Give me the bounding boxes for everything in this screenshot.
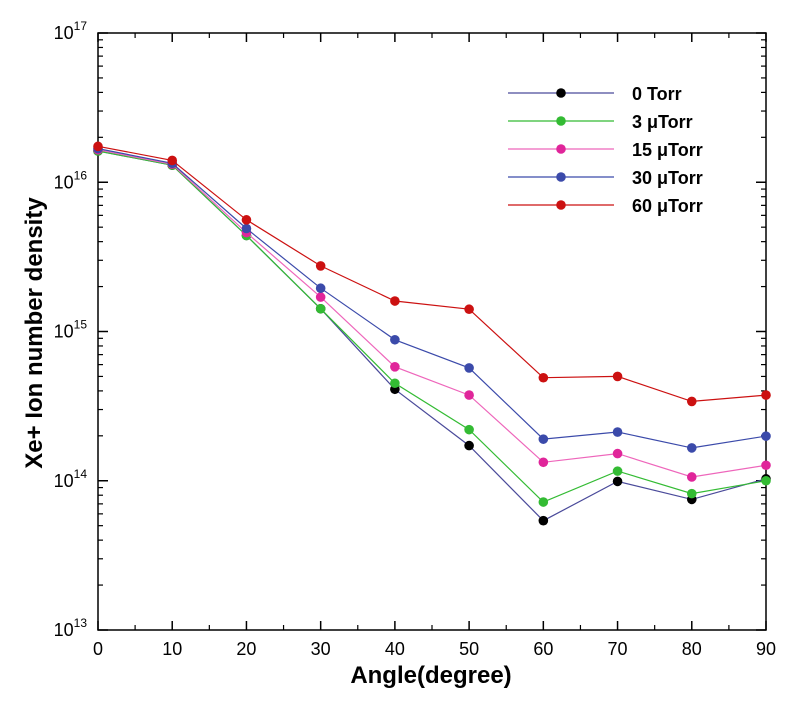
data-point: [93, 141, 103, 152]
series-line: [97, 150, 767, 503]
data-point: [315, 303, 326, 314]
data-point: [612, 466, 623, 476]
x-tick-label: 40: [385, 639, 405, 659]
data-point: [612, 427, 623, 437]
legend: 0 Torr 3 μTorr 15 μTorr 30 μTorr 60 μTorr: [508, 84, 703, 216]
data-point: [464, 440, 474, 451]
data-point: [390, 334, 400, 345]
legend-marker: [556, 144, 566, 154]
legend-item: 60 μTorr: [508, 196, 703, 216]
series-layer: [93, 141, 771, 526]
data-point: [464, 304, 474, 315]
data-point: [464, 363, 474, 373]
x-axis-title: Angle(degree): [350, 662, 511, 689]
data-point: [686, 472, 697, 482]
legend-label: 60 μTorr: [632, 196, 703, 216]
legend-marker: [556, 172, 566, 182]
data-point: [761, 431, 771, 441]
data-point: [241, 223, 252, 234]
axes: 0 10 20 30 40 50 60 70 80 90 1013 1014 1015 1016 1017: [54, 19, 776, 659]
series-4: [93, 141, 771, 407]
data-point: [612, 371, 623, 382]
legend-label: 3 μTorr: [632, 112, 693, 132]
data-point: [464, 390, 474, 400]
legend-label: 30 μTorr: [632, 168, 703, 188]
data-point: [464, 424, 474, 435]
x-tick-label: 10: [162, 639, 182, 659]
data-point: [538, 457, 549, 468]
data-point: [315, 292, 326, 302]
legend-item: 0 Torr: [508, 84, 682, 104]
data-point: [686, 396, 697, 407]
x-tick-label: 70: [608, 639, 628, 659]
legend-label: 15 μTorr: [632, 140, 703, 160]
data-point: [390, 362, 400, 372]
data-point: [315, 261, 326, 271]
x-tick-label: 50: [459, 639, 479, 659]
series-line: [97, 149, 767, 478]
data-point: [612, 448, 623, 459]
series-1: [93, 146, 771, 507]
y-tick-label: 1015: [54, 318, 88, 342]
data-point: [538, 497, 549, 507]
data-point: [538, 515, 549, 526]
legend-item: 3 μTorr: [508, 112, 693, 132]
series-line: [97, 148, 767, 449]
x-tick-label: 0: [93, 639, 103, 659]
legend-item: 30 μTorr: [508, 168, 703, 188]
legend-marker: [556, 88, 566, 98]
legend-marker: [556, 116, 566, 126]
data-point: [538, 434, 549, 444]
data-point: [612, 476, 623, 487]
data-point: [315, 283, 326, 294]
y-tick-label: 1017: [54, 19, 88, 43]
x-tick-label: 60: [533, 639, 553, 659]
legend-marker: [556, 200, 566, 210]
y-tick-label: 1016: [54, 168, 88, 192]
legend-item: 15 μTorr: [508, 140, 703, 160]
y-axis-title: Xe+ Ion number density: [21, 197, 48, 469]
x-tick-label: 80: [682, 639, 702, 659]
x-tick-label: 30: [311, 639, 331, 659]
x-tick-label: 20: [236, 639, 256, 659]
data-point: [167, 155, 178, 166]
data-point: [390, 296, 400, 306]
series-line: [97, 145, 767, 403]
data-point: [761, 390, 771, 400]
data-point: [761, 460, 771, 471]
y-tick-label: 1013: [54, 616, 88, 640]
data-point: [761, 475, 771, 486]
legend-label: 0 Torr: [632, 84, 682, 104]
data-point: [538, 372, 549, 383]
x-tick-label: 90: [756, 639, 776, 659]
data-point: [686, 488, 697, 499]
y-tick-label: 1014: [54, 467, 88, 491]
data-point: [390, 378, 400, 389]
data-point: [686, 443, 697, 453]
data-point: [241, 215, 252, 225]
